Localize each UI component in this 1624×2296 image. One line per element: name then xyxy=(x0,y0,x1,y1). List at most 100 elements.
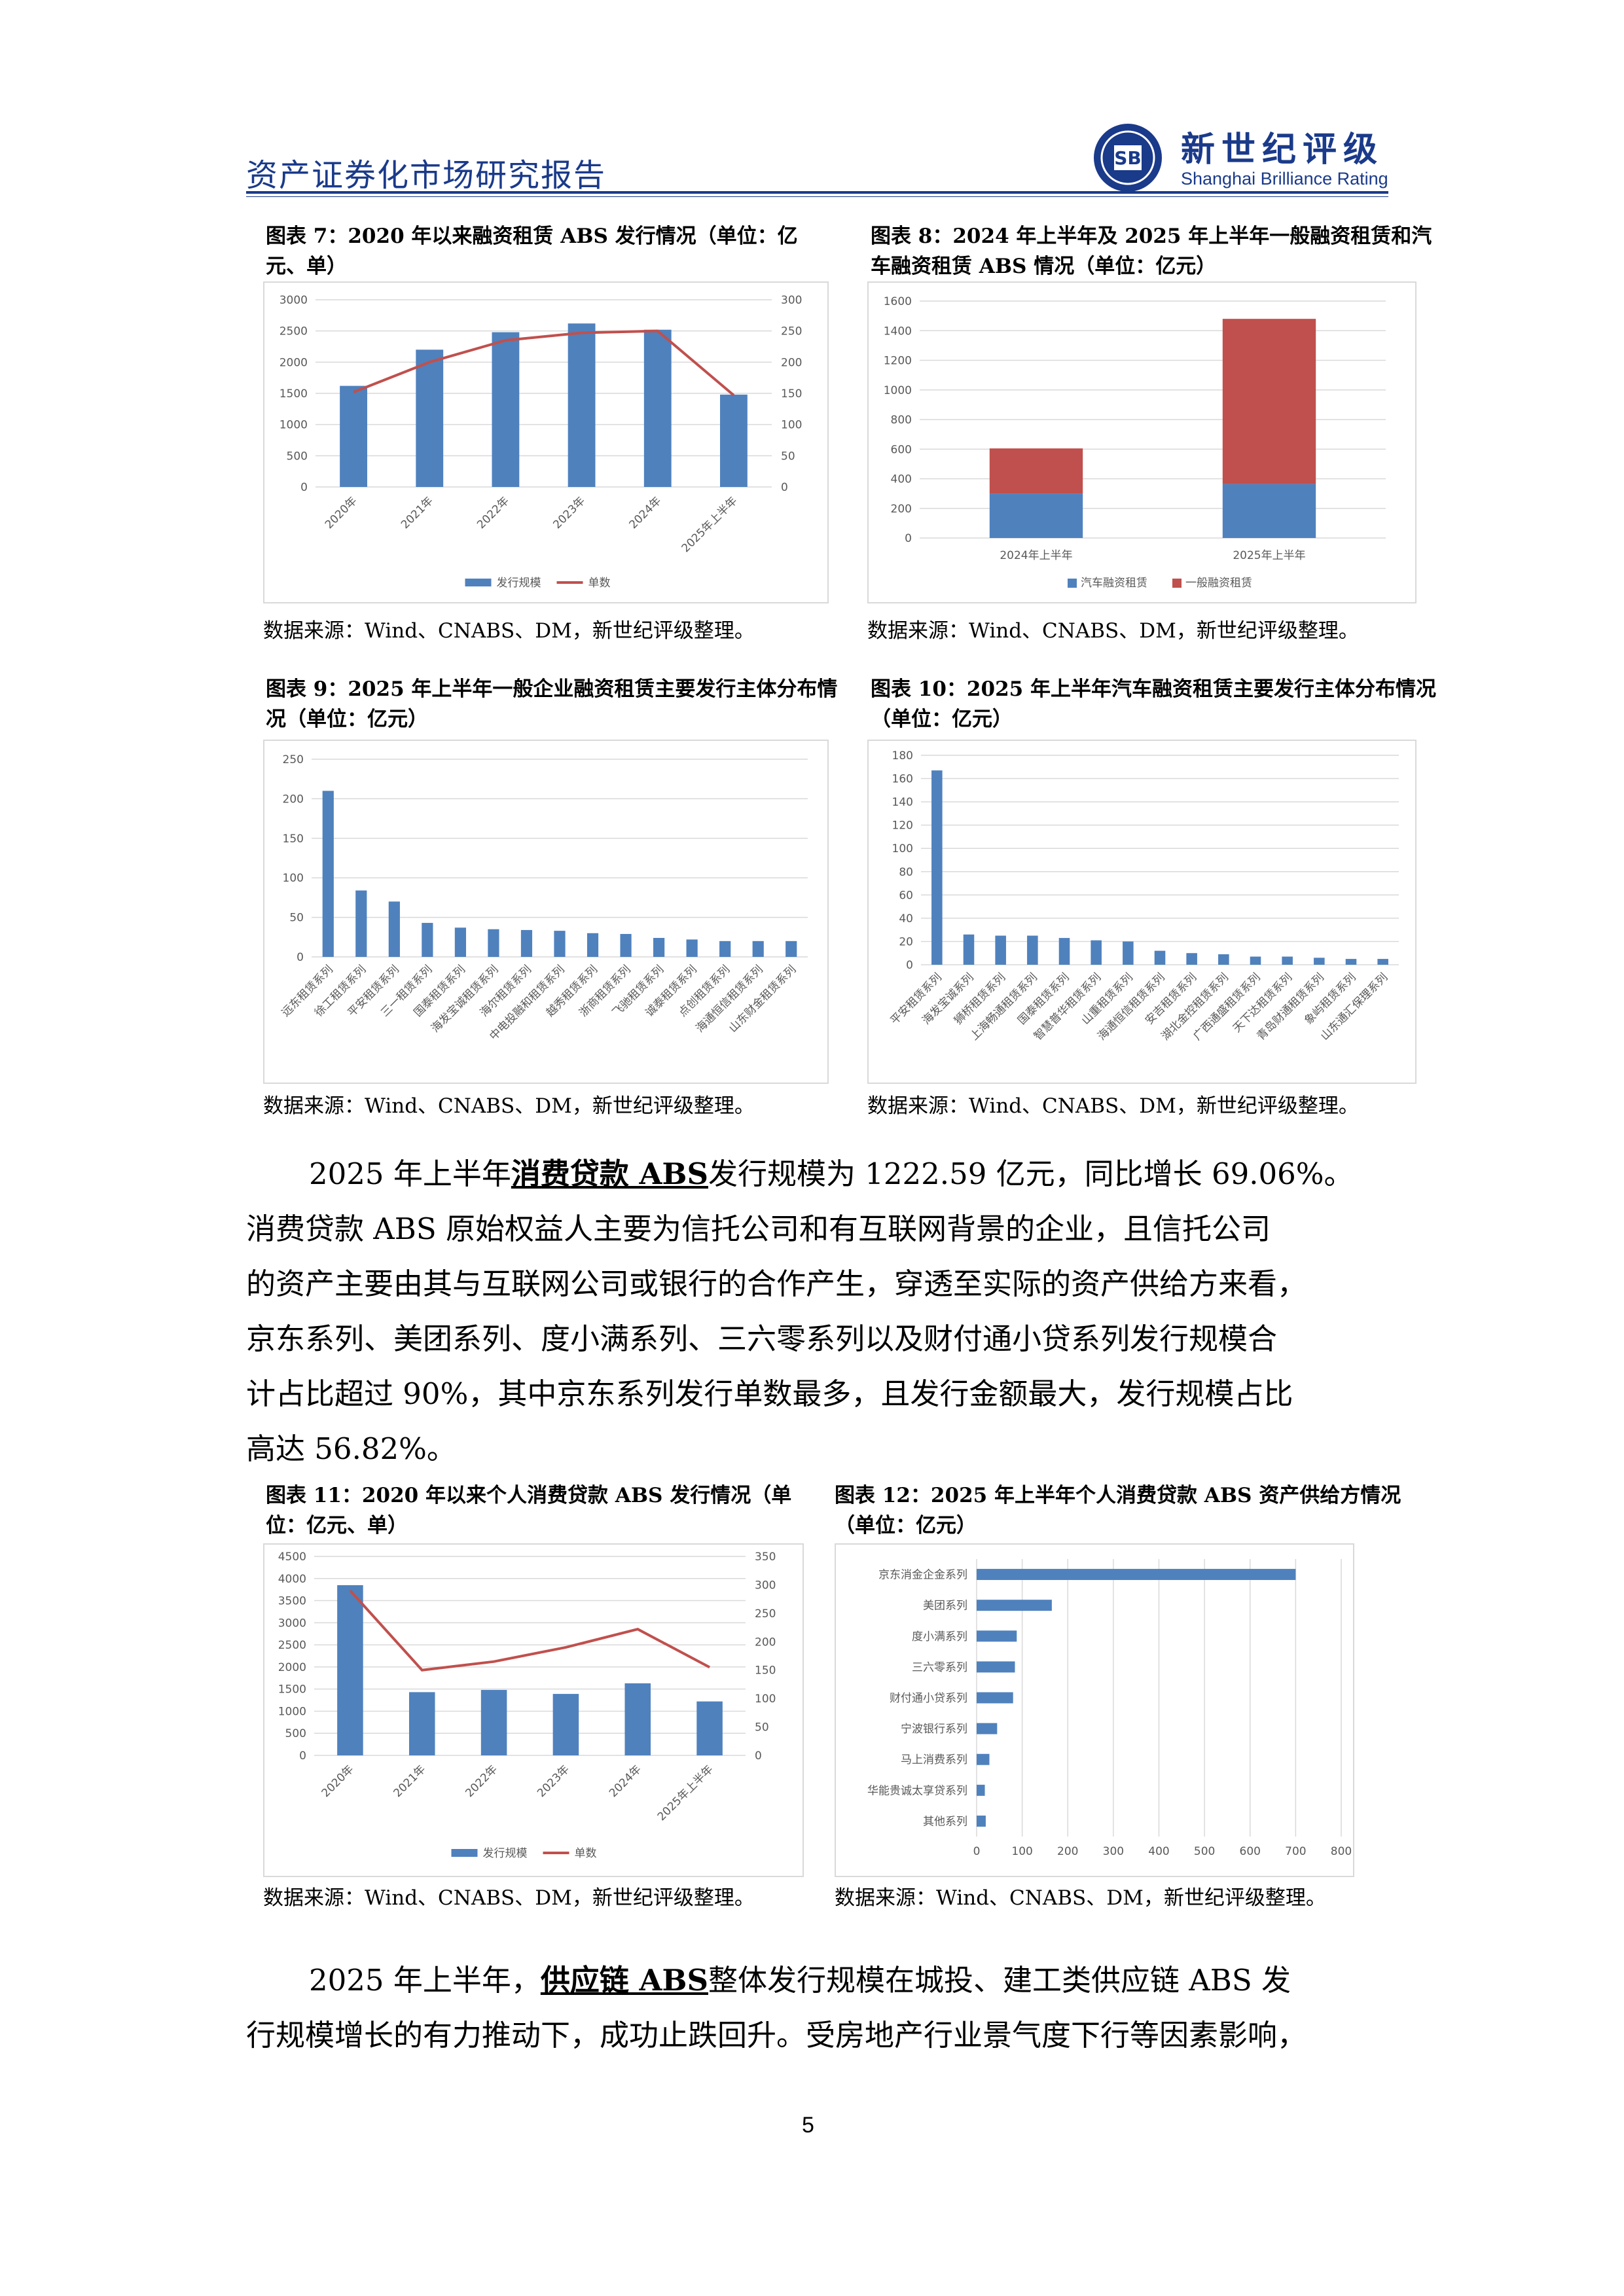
fig10-y-tick-left: 40 xyxy=(899,912,913,925)
fig10-bar xyxy=(1123,941,1134,965)
fig12-x-tick: 800 xyxy=(1331,1845,1352,1858)
paragraph-2-line-1: 整体发行规模在城投、建工类供应链 ABS 发 xyxy=(708,1963,1291,1998)
fig10-y-tick-left: 140 xyxy=(892,796,913,809)
fig9-bar xyxy=(322,791,334,957)
brand-name-en: Shanghai Brilliance Rating xyxy=(1181,169,1388,188)
brand-name-cn: 新世纪评级 xyxy=(1181,130,1384,170)
paragraph-1-line-1: 发行规模为 1222.59 亿元，同比增长 69.06%。 xyxy=(708,1157,1354,1191)
fig12-x-tick: 300 xyxy=(1103,1845,1124,1858)
fig7-bar xyxy=(643,329,672,487)
fig11-y-tick-left: 3500 xyxy=(278,1595,306,1608)
paragraph-1-line-3: 的资产主要由其与互联网公司或银行的合作产生，穿透至实际的资产供给方来看， xyxy=(246,1266,1307,1301)
figure-10-chart: 020406080100120140160180平安租赁系列海发宝诚系列狮桥租赁… xyxy=(888,749,1399,1043)
figure-12-source: 数据来源：Wind、CNABS、DM，新世纪评级整理。 xyxy=(835,1886,1326,1910)
fig8-legend-label: 汽车融资租赁 xyxy=(1081,577,1147,590)
fig12-x-tick: 100 xyxy=(1011,1845,1032,1858)
fig12-bar xyxy=(977,1630,1017,1642)
fig12-x-tick: 200 xyxy=(1057,1845,1078,1858)
fig7-y-tick-right: 300 xyxy=(781,294,802,307)
fig7-bar xyxy=(340,386,367,487)
fig7-legend-bar-label: 发行规模 xyxy=(497,577,541,590)
fig9-bar xyxy=(785,941,797,957)
figure-10-source: 数据来源：Wind、CNABS、DM，新世纪评级整理。 xyxy=(867,1094,1359,1118)
paragraph-1-line-4: 京东系列、美团系列、度小满系列、三六零系列以及财付通小贷系列发行规模合 xyxy=(246,1321,1278,1356)
paragraph-2-line-2: 行规模增长的有力推动下，成功止跌回升。受房地产行业景气度下行等因素影响， xyxy=(246,2018,1307,2053)
fig11-bar xyxy=(552,1694,579,1755)
figure-7-source: 数据来源：Wind、CNABS、DM，新世纪评级整理。 xyxy=(263,619,755,643)
figure-12-caption: 图表 12：2025 年上半年个人消费贷款 ABS 资产供给方情况（单位：亿元） xyxy=(835,1484,1401,1537)
fig12-bar xyxy=(977,1692,1013,1704)
fig11-y-tick-left: 4500 xyxy=(278,1551,306,1564)
fig7-y-tick-left: 3000 xyxy=(280,294,308,307)
brand-logo-emblem: SB xyxy=(1092,122,1164,194)
fig12-y-tick: 京东消金企金系列 xyxy=(878,1569,967,1582)
fig12-x-tick: 500 xyxy=(1194,1845,1215,1858)
fig7-line-series xyxy=(353,329,735,397)
fig7-y-tick-left: 2000 xyxy=(280,356,308,369)
fig10-bar xyxy=(963,934,975,965)
fig9-bar xyxy=(686,939,698,957)
fig9-bar xyxy=(752,941,764,957)
fig10-bar xyxy=(1377,959,1388,965)
fig10-y-tick-left: 80 xyxy=(899,866,913,879)
fig8-x-tick: 2024年上半年 xyxy=(1000,549,1072,562)
fig11-bar xyxy=(480,1690,507,1755)
fig12-y-tick: 宁波银行系列 xyxy=(901,1723,967,1736)
fig12-bar xyxy=(977,1661,1015,1673)
fig8-y-tick-left: 400 xyxy=(891,473,912,486)
fig10-bar xyxy=(1186,953,1197,965)
fig11-y-tick-right: 300 xyxy=(755,1579,776,1592)
fig11-legend-bar-label: 发行规模 xyxy=(483,1847,528,1860)
fig7-x-tick: 2025年上半年 xyxy=(679,494,740,555)
fig10-bar xyxy=(995,935,1006,965)
fig11-y-tick-left: 2500 xyxy=(278,1639,306,1652)
fig11-legend-bar-swatch xyxy=(451,1849,478,1857)
paragraph-1-line-2: 消费贷款 ABS 原始权益人主要为信托公司和有互联网背景的企业，且信托公司 xyxy=(246,1211,1271,1246)
figure-11-source: 数据来源：Wind、CNABS、DM，新世纪评级整理。 xyxy=(263,1886,755,1910)
figure-7-chart: 0 500 1000 1500 2000 2500 3000 0 50 100 150 200 250 3… xyxy=(280,294,803,590)
fig9-bar xyxy=(620,933,632,957)
figure-8-source: 数据来源：Wind、CNABS、DM，新世纪评级整理。 xyxy=(867,619,1359,643)
fig12-y-tick: 度小满系列 xyxy=(912,1630,967,1643)
fig7-bar xyxy=(416,350,444,487)
fig12-y-tick: 华能贵诚太享贷系列 xyxy=(867,1784,967,1797)
fig9-bar xyxy=(520,929,533,957)
fig11-x-tick: 2020年 xyxy=(319,1763,357,1800)
fig10-y-tick-left: 120 xyxy=(892,819,913,833)
figure-9-caption: 图表 9：2025 年上半年一般企业融资租赁主要发行主体分布情况（单位：亿元） xyxy=(266,677,838,731)
fig9-bar xyxy=(454,927,466,957)
fig7-y-tick-left: 1000 xyxy=(280,419,308,432)
fig12-bar xyxy=(977,1815,986,1827)
fig11-x-tick: 2025年上半年 xyxy=(655,1763,716,1823)
fig10-y-tick-left: 100 xyxy=(892,842,913,855)
fig8-bar-segment xyxy=(989,448,1083,494)
fig12-y-tick: 其他系列 xyxy=(923,1815,967,1828)
figure-11-caption: 图表 11：2020 年以来个人消费贷款 ABS 发行情况（单位：亿元、单） xyxy=(266,1484,792,1537)
fig9-y-tick-left: 150 xyxy=(283,833,304,846)
fig9-bar xyxy=(488,929,499,957)
fig8-legend-label: 一般融资租赁 xyxy=(1185,577,1252,590)
fig7-bar xyxy=(720,394,748,487)
fig11-y-tick-left: 1500 xyxy=(278,1683,306,1696)
fig12-bar xyxy=(977,1753,990,1765)
fig12-x-tick: 600 xyxy=(1240,1845,1261,1858)
figure-10-caption: 图表 10：2025 年上半年汽车融资租赁主要发行主体分布情况（单位：亿元） xyxy=(871,677,1437,731)
fig12-y-tick: 财付通小贷系列 xyxy=(890,1692,967,1705)
fig9-y-tick-left: 50 xyxy=(289,912,304,925)
fig10-y-tick-left: 20 xyxy=(899,935,913,948)
fig7-y-tick-left: 500 xyxy=(287,450,308,463)
fig8-y-tick-left: 800 xyxy=(891,414,912,427)
fig7-y-tick-right: 200 xyxy=(781,356,802,369)
figure-11-chart: 0 500 1000 1500 2000 2500 3000 3500 4000 4500 0 50 1… xyxy=(278,1551,776,1860)
fig9-bar xyxy=(422,923,433,957)
fig11-y-tick-right: 100 xyxy=(755,1693,776,1706)
fig11-x-tick: 2022年 xyxy=(463,1763,500,1800)
fig10-bar xyxy=(1250,956,1261,965)
fig11-x-tick: 2021年 xyxy=(391,1763,429,1800)
fig9-y-tick-left: 100 xyxy=(283,872,304,885)
fig8-bar-segment xyxy=(989,493,1083,538)
fig8-x-tick: 2025年上半年 xyxy=(1233,549,1305,562)
fig12-bar xyxy=(977,1600,1052,1611)
fig11-y-tick-left: 1000 xyxy=(278,1705,306,1718)
fig11-y-tick-right: 250 xyxy=(755,1607,776,1621)
